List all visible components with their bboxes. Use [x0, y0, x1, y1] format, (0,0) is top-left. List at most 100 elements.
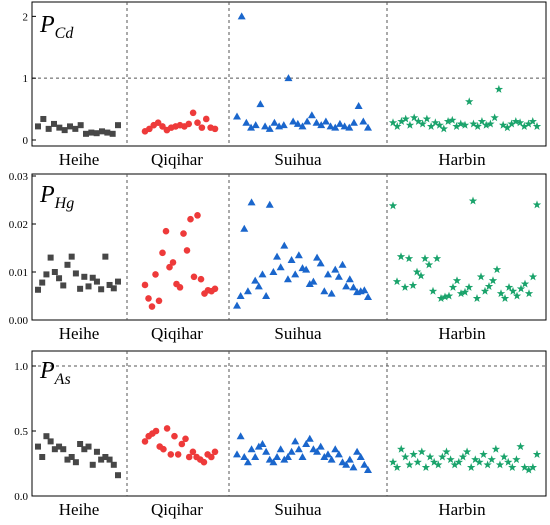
data-point	[211, 125, 219, 133]
data-point	[51, 120, 57, 127]
data-point	[51, 446, 58, 453]
data-point	[520, 122, 529, 130]
y-tick-label: 1.0	[14, 361, 28, 373]
data-point	[61, 127, 68, 134]
data-point	[279, 121, 288, 129]
data-point	[401, 114, 410, 123]
panel-label: PHg	[39, 182, 74, 212]
data-point	[35, 286, 41, 293]
data-point	[468, 196, 478, 205]
data-point	[68, 454, 75, 460]
data-point	[81, 273, 88, 280]
data-point	[418, 119, 427, 128]
data-point	[247, 123, 256, 131]
data-point	[412, 267, 422, 276]
data-point	[93, 448, 100, 455]
data-point	[148, 303, 156, 310]
data-point	[102, 454, 109, 460]
data-point	[243, 458, 252, 466]
data-point	[305, 280, 314, 287]
data-point	[98, 456, 105, 463]
y-tick-label: 0.00	[9, 315, 29, 327]
data-point	[331, 445, 340, 453]
data-point	[392, 463, 402, 471]
panel-label-main: P	[39, 12, 55, 38]
data-point	[167, 451, 175, 458]
data-point	[106, 281, 113, 288]
data-point	[211, 285, 219, 293]
data-point	[458, 452, 468, 461]
data-point	[345, 123, 354, 131]
panel-label-sub: As	[54, 371, 71, 388]
data-point	[189, 448, 197, 456]
data-point	[477, 117, 487, 126]
panel-label-sub: Hg	[54, 195, 75, 212]
data-point	[401, 452, 410, 461]
data-point	[194, 212, 201, 219]
data-point	[265, 455, 274, 463]
data-point	[141, 438, 149, 445]
data-point	[289, 117, 298, 125]
data-point	[524, 465, 533, 474]
category-label: Harbin	[438, 324, 486, 343]
data-point	[298, 122, 307, 130]
data-point	[141, 281, 149, 289]
data-point	[258, 440, 267, 447]
data-point	[145, 295, 152, 302]
y-tick-label: 0.02	[9, 219, 28, 231]
data-point	[72, 270, 79, 277]
data-point	[452, 276, 462, 285]
data-point	[109, 130, 116, 137]
data-point	[202, 115, 210, 123]
data-point	[450, 460, 459, 469]
data-point	[83, 130, 89, 137]
data-point	[276, 263, 285, 271]
data-point	[72, 459, 79, 466]
category-label: Harbin	[438, 500, 486, 519]
data-point	[331, 123, 340, 131]
data-point	[56, 443, 63, 450]
data-point	[345, 275, 354, 283]
data-point	[102, 253, 109, 260]
data-point	[115, 472, 121, 479]
data-point	[47, 438, 54, 445]
data-point	[47, 254, 54, 261]
data-point	[516, 442, 525, 451]
data-point	[491, 444, 501, 453]
data-point	[326, 122, 335, 130]
data-point	[89, 274, 96, 281]
data-point	[67, 123, 73, 130]
data-point	[499, 452, 509, 461]
data-point	[490, 113, 499, 122]
data-point	[236, 292, 245, 299]
data-point	[428, 286, 438, 295]
data-point	[360, 460, 369, 468]
y-tick-label: 1	[23, 73, 29, 85]
data-point	[462, 447, 472, 456]
data-point	[480, 286, 490, 295]
data-point	[294, 251, 303, 259]
data-point	[438, 452, 447, 461]
data-point	[269, 458, 278, 466]
data-point	[444, 291, 454, 300]
data-point	[265, 124, 274, 132]
data-point	[442, 447, 451, 456]
data-point	[397, 444, 406, 453]
series-suihua	[233, 12, 372, 132]
data-point	[479, 450, 488, 458]
data-point	[420, 254, 430, 263]
data-point	[528, 272, 538, 281]
data-point	[93, 130, 100, 137]
data-point	[154, 119, 162, 126]
y-tick-label: 0.01	[9, 267, 28, 279]
data-point	[488, 276, 498, 285]
data-point	[261, 122, 270, 130]
category-label: Qiqihar	[151, 324, 203, 343]
data-point	[43, 271, 50, 278]
data-point	[349, 118, 358, 126]
data-point	[40, 115, 47, 122]
data-point	[51, 269, 58, 275]
data-point	[508, 463, 517, 471]
data-point	[251, 276, 260, 284]
data-point	[503, 123, 512, 132]
